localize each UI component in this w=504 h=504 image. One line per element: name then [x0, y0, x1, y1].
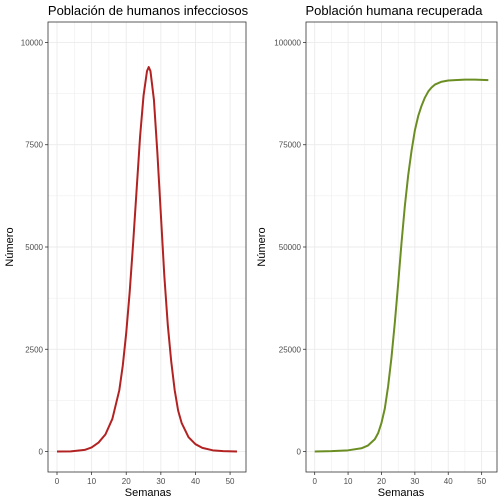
y-axis-label: Número	[256, 227, 268, 266]
series-layer	[314, 78, 489, 453]
series-line	[314, 78, 489, 453]
x-tick-label: 10	[344, 477, 353, 486]
x-tick-label: 0	[312, 477, 317, 486]
x-axis-label: Semanas	[378, 487, 425, 499]
tick-labels: 0 10 20 30 40 50 0 2500 5000 7500 10000	[21, 38, 235, 486]
x-tick-label: 0	[55, 477, 60, 486]
x-tick-label: 40	[444, 477, 453, 486]
y-tick-label: 100000	[274, 38, 301, 47]
infectious-panel: Población de humanos infecciosos 0 10 20 30…	[4, 3, 249, 499]
x-tick-label: 10	[87, 477, 96, 486]
panel-title: Población humana recuperada	[305, 3, 483, 18]
tick-labels: 0 10 20 30 40 50 0 25000 50000 75000 100000	[274, 38, 486, 486]
x-tick-label: 30	[156, 477, 165, 486]
y-tick-label: 2500	[25, 345, 43, 354]
x-tick-label: 20	[377, 477, 386, 486]
x-tick-label: 20	[122, 477, 131, 486]
x-tick-label: 40	[191, 477, 200, 486]
y-tick-label: 0	[39, 448, 44, 457]
y-tick-label: 5000	[25, 243, 43, 252]
x-tick-label: 50	[477, 477, 486, 486]
x-axis-label: Semanas	[125, 487, 172, 499]
y-tick-label: 50000	[279, 243, 302, 252]
recovered-panel: Población humana recuperada 0 10 20 30 40 500…	[256, 3, 498, 499]
grid	[306, 22, 497, 472]
x-tick-label: 50	[226, 477, 235, 486]
y-axis-label: Número	[4, 227, 16, 266]
y-tick-label: 25000	[279, 345, 302, 354]
y-tick-label: 7500	[25, 141, 43, 150]
x-tick-label: 30	[410, 477, 419, 486]
series-line	[56, 66, 238, 453]
y-tick-label: 10000	[21, 38, 44, 47]
series-layer	[56, 66, 238, 453]
grid	[48, 22, 246, 472]
y-tick-label: 0	[297, 448, 302, 457]
panel-title: Población de humanos infecciosos	[48, 3, 249, 18]
y-tick-label: 75000	[279, 141, 302, 150]
